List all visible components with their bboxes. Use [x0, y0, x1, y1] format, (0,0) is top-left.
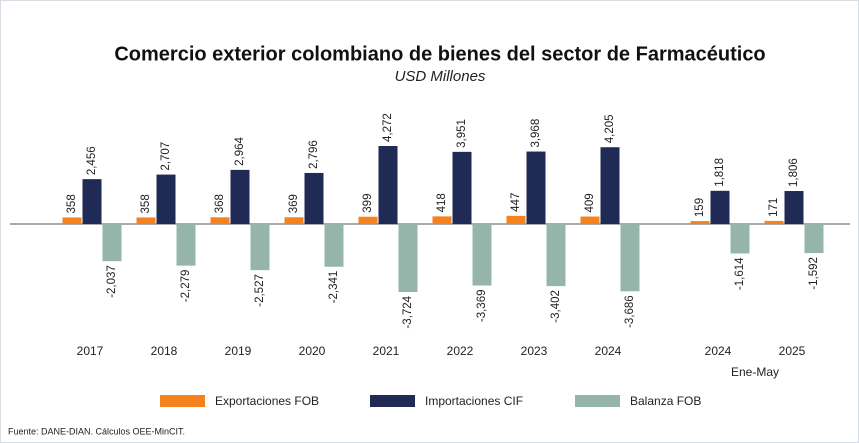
data-label: 358 [66, 194, 78, 213]
x-tick-label: 2023 [521, 344, 548, 358]
bar [472, 224, 492, 286]
data-label: -3,724 [402, 295, 414, 328]
data-label: -3,686 [624, 295, 636, 328]
data-label: 409 [584, 193, 596, 212]
data-label: -3,369 [476, 290, 488, 323]
bar [378, 146, 398, 224]
data-label: -2,341 [328, 271, 340, 304]
data-label: -2,279 [180, 270, 192, 303]
bar [358, 216, 378, 224]
legend-swatch [160, 395, 205, 407]
bar [398, 224, 418, 292]
bar [784, 191, 804, 224]
data-label: -3,402 [550, 290, 562, 323]
data-label: 159 [694, 198, 706, 217]
bar [580, 216, 600, 224]
bar [526, 151, 546, 224]
data-label: 1,818 [714, 158, 726, 187]
bar [210, 217, 230, 224]
source-note: Fuente: DANE-DIAN. Cálculos OEE-MinCIT. [8, 426, 185, 436]
data-label: 4,205 [604, 114, 616, 143]
x-tick-label: 2017 [77, 344, 104, 358]
data-label: 358 [140, 194, 152, 213]
x-tick-label: 2021 [373, 344, 400, 358]
bar [230, 169, 250, 224]
bar [176, 224, 196, 266]
bar [506, 215, 526, 224]
x-tick-label: 2019 [225, 344, 252, 358]
bar [62, 217, 82, 224]
chart-title: Comercio exterior colombiano de bienes d… [114, 43, 765, 65]
data-label: 2,707 [160, 142, 172, 171]
bar [600, 147, 620, 224]
bar [304, 172, 324, 224]
bar [250, 224, 270, 271]
data-label: 399 [362, 194, 374, 213]
legend-swatch [370, 395, 415, 407]
x-tick-label: 2024 [705, 344, 732, 358]
period-annotation: Ene-May [731, 365, 779, 379]
data-label: 368 [214, 194, 226, 213]
data-label: 3,951 [456, 119, 468, 148]
bar [324, 224, 344, 267]
bar [432, 216, 452, 224]
bar [690, 221, 710, 224]
bar [710, 190, 730, 224]
bar [764, 220, 784, 224]
x-tick-label: 2025 [779, 344, 806, 358]
legend-label: Importaciones CIF [425, 394, 523, 408]
bar [284, 217, 304, 224]
data-label: -1,614 [734, 257, 746, 290]
x-tick-label: 2024 [595, 344, 622, 358]
bar [452, 151, 472, 224]
legend-label: Exportaciones FOB [215, 394, 319, 408]
data-label: 171 [768, 198, 780, 217]
bar [82, 179, 102, 224]
bar [730, 224, 750, 254]
bar [156, 174, 176, 224]
data-label: 447 [510, 193, 522, 212]
bar [546, 224, 566, 287]
data-label: 2,456 [86, 146, 98, 175]
data-label: 2,796 [308, 140, 320, 169]
data-label: 418 [436, 193, 448, 212]
chart-subtitle: USD Millones [395, 68, 486, 85]
bar [136, 217, 156, 224]
x-tick-label: 2020 [299, 344, 326, 358]
data-label: 369 [288, 194, 300, 213]
x-tick-label: 2018 [151, 344, 178, 358]
legend-swatch [575, 395, 620, 407]
data-label: -1,592 [808, 257, 820, 290]
data-label: -2,527 [254, 274, 266, 307]
bar [804, 224, 824, 254]
data-label: -2,037 [106, 265, 118, 298]
bar [620, 224, 640, 292]
data-label: 3,968 [530, 119, 542, 148]
data-label: 4,272 [382, 113, 394, 142]
data-label: 1,806 [788, 158, 800, 187]
data-label: 2,964 [234, 136, 246, 165]
x-tick-label: 2022 [447, 344, 474, 358]
bar [102, 224, 122, 262]
legend-label: Balanza FOB [630, 394, 701, 408]
